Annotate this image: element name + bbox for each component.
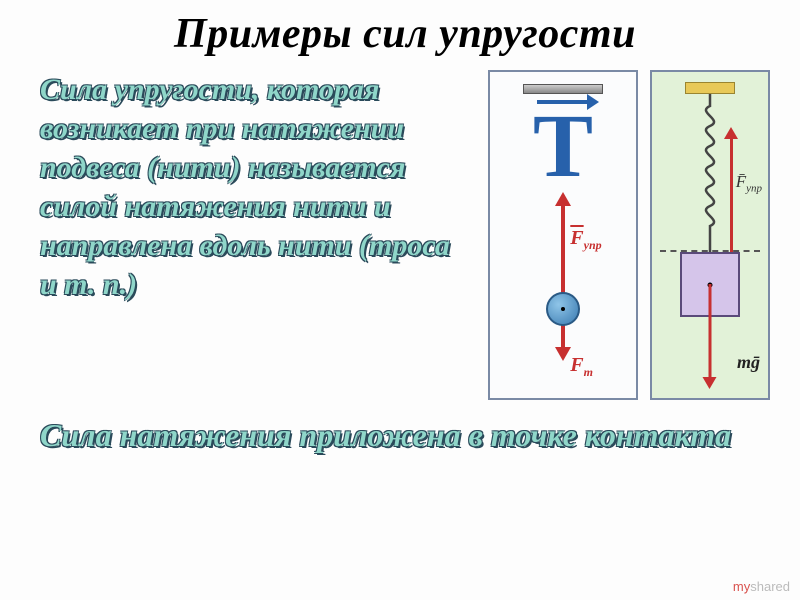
force-label-up: Fупр bbox=[570, 227, 601, 253]
body-paragraph: Сила упругости, которая возникает при на… bbox=[40, 70, 473, 304]
slide-title: Примеры сил упругости bbox=[40, 10, 770, 58]
gravity-label: mḡ bbox=[737, 352, 760, 373]
spring-F-sub: упр bbox=[746, 182, 762, 194]
mount-icon bbox=[685, 82, 735, 94]
diagram-spring-block: F̄упр mḡ bbox=[650, 70, 770, 400]
watermark-my: my bbox=[733, 579, 750, 594]
bottom-paragraph: Сила натяжения приложена в точке контакт… bbox=[40, 415, 770, 457]
gravity-arrow-icon bbox=[709, 284, 712, 379]
ceiling-plate-icon bbox=[523, 84, 603, 94]
thread-line-icon bbox=[561, 202, 565, 352]
force-F-down: F bbox=[570, 354, 583, 376]
diagram-tension-thread: T Fупр Fт bbox=[488, 70, 638, 400]
spring-icon bbox=[692, 94, 728, 254]
force-F: F bbox=[570, 227, 583, 249]
content-row: Сила упругости, которая возникает при на… bbox=[40, 70, 770, 400]
slide: Примеры сил упругости Сила упругости, ко… bbox=[0, 0, 800, 600]
force-sub-down: т bbox=[584, 365, 593, 379]
ball-icon bbox=[546, 292, 580, 326]
watermark: myshared bbox=[733, 579, 790, 594]
spring-F: F̄ bbox=[736, 172, 746, 191]
diagrams-group: T Fупр Fт F̄упр bbox=[488, 70, 770, 400]
force-label-down: Fт bbox=[570, 354, 593, 380]
spring-force-label: F̄упр bbox=[736, 172, 762, 194]
watermark-shared: shared bbox=[750, 579, 790, 594]
arrow-down-icon bbox=[555, 347, 571, 361]
force-sub: упр bbox=[584, 238, 602, 252]
tension-symbol: T bbox=[533, 102, 593, 192]
